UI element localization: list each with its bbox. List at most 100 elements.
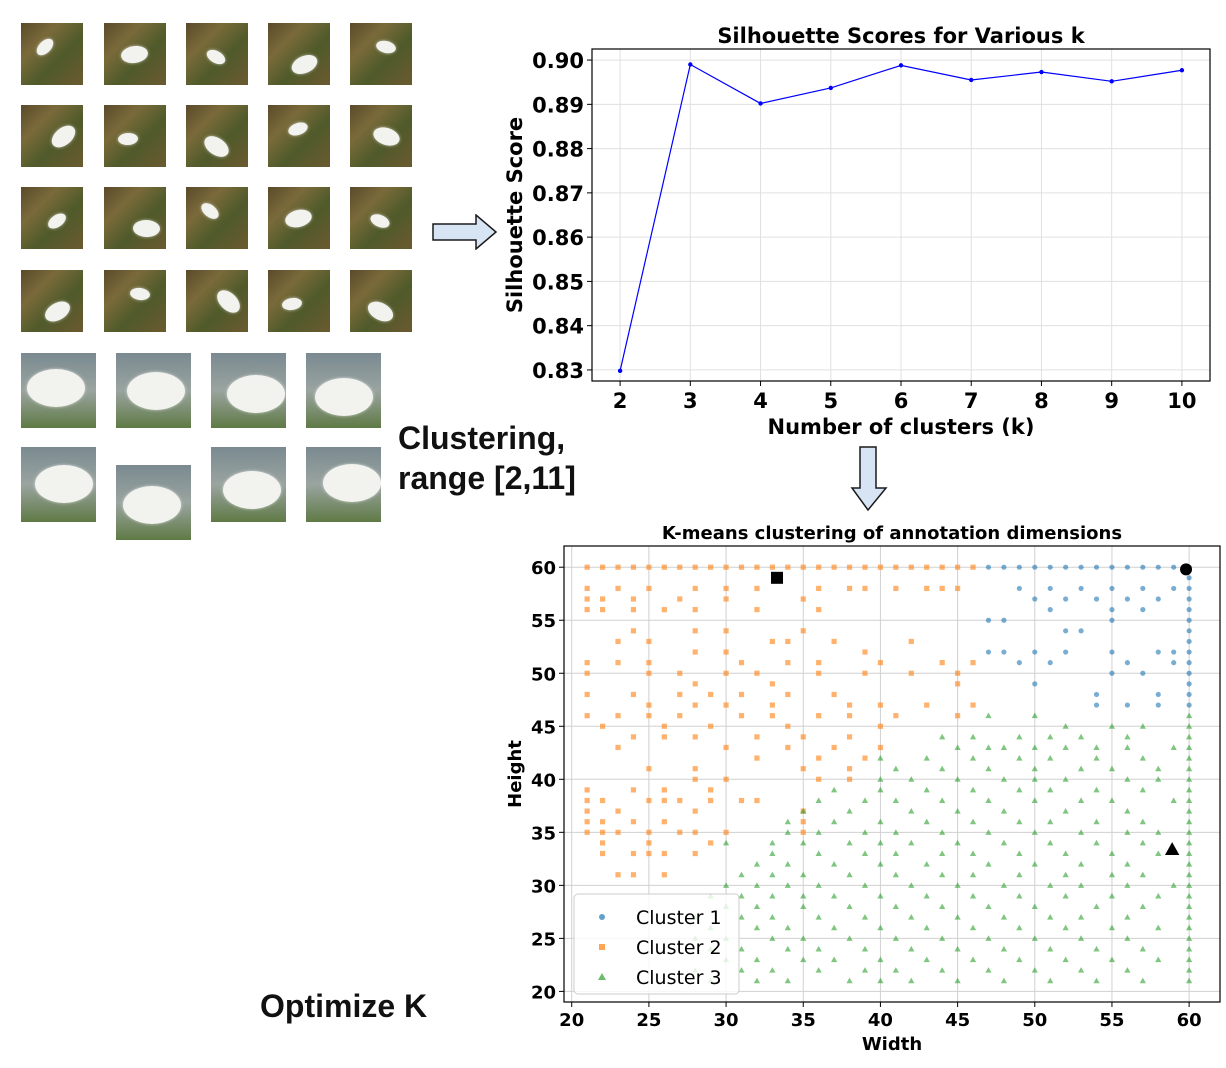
- cluster-1-point: [1109, 585, 1115, 592]
- bird-photo-icon: [21, 447, 96, 522]
- cluster-2-point: [785, 691, 791, 698]
- x-tick-label: 8: [1034, 389, 1049, 413]
- bird-shape-icon: [47, 121, 80, 152]
- cluster-2-point: [769, 638, 775, 645]
- cluster-1-point: [1063, 649, 1069, 655]
- plot-frame: [563, 545, 1221, 1003]
- cluster-3-point: [1047, 882, 1054, 888]
- cluster-2-point: [692, 564, 698, 570]
- cluster-2-point: [800, 819, 806, 825]
- cluster-2-point: [723, 585, 729, 592]
- cluster-3-point: [1047, 945, 1054, 952]
- cluster-3-point: [784, 829, 791, 835]
- cluster-3-point: [861, 882, 869, 888]
- cluster-2-point: [785, 660, 791, 666]
- cluster-3-point: [1139, 818, 1146, 825]
- cluster-3-point: [1186, 914, 1193, 920]
- cluster-3-point: [830, 786, 838, 793]
- cluster-3-point: [1062, 924, 1069, 931]
- cluster-3-point: [1031, 712, 1038, 719]
- cluster-3-point: [753, 903, 761, 910]
- legend-marker: [599, 914, 605, 920]
- cluster-3-point: [1186, 903, 1193, 910]
- cluster-2-point: [692, 829, 698, 835]
- cluster-3-point: [846, 935, 853, 941]
- cluster-2-point: [630, 819, 637, 825]
- bird-shape-icon: [27, 369, 85, 407]
- cluster-3-point: [892, 850, 899, 857]
- cluster-1-point: [1001, 617, 1007, 623]
- cluster-3-point: [1155, 892, 1162, 899]
- x-tick-label: 20: [559, 1010, 584, 1031]
- cluster-3-point: [1186, 765, 1193, 772]
- bird-shape-icon: [41, 297, 74, 326]
- cluster-3-point: [892, 903, 899, 910]
- cluster-2-point: [862, 585, 868, 592]
- cluster-1-point: [1047, 564, 1053, 570]
- cluster-2-point: [754, 755, 760, 761]
- cluster-2-point: [708, 787, 714, 793]
- y-tick-label: 30: [531, 876, 556, 897]
- cluster-3-point: [1186, 712, 1193, 719]
- cluster-2-point: [584, 691, 590, 698]
- cluster-3-point: [969, 956, 977, 963]
- cluster-3-point: [985, 744, 992, 750]
- cluster-3-point: [753, 977, 761, 984]
- cluster-3-point: [1031, 797, 1038, 804]
- cluster-3-point: [908, 945, 915, 952]
- cluster-2-point: [661, 564, 667, 570]
- cluster-1-point: [1140, 607, 1146, 613]
- cluster-3-point: [954, 807, 961, 814]
- cluster-2-point: [831, 564, 837, 570]
- cluster-2-point: [908, 564, 914, 570]
- cluster-2-point: [599, 819, 606, 825]
- cluster-3-point: [1031, 765, 1038, 772]
- cluster-2-point: [661, 607, 667, 613]
- cluster-2-point: [692, 766, 698, 772]
- cluster-3-point: [1108, 956, 1116, 963]
- cluster-2-point: [661, 787, 667, 793]
- cluster-2-point: [738, 713, 745, 719]
- cluster-2-point: [630, 787, 637, 793]
- cluster-3-point: [1077, 797, 1085, 804]
- bird-shape-icon: [123, 486, 181, 524]
- cluster-1-point: [1032, 564, 1038, 570]
- bird-photo-icon: [211, 447, 286, 522]
- cluster-2-point: [816, 713, 822, 719]
- cluster-2-point: [816, 607, 822, 613]
- cluster-3-point: [1124, 744, 1131, 750]
- cluster-3-point: [769, 850, 776, 857]
- cluster-3-point: [1186, 977, 1193, 984]
- bird-crop-icon: [186, 23, 248, 85]
- cluster-2-point: [692, 649, 698, 655]
- cluster-1-point: [1186, 638, 1192, 645]
- x-tick-label: 25: [636, 1010, 661, 1031]
- cluster-2-point: [615, 829, 621, 835]
- cluster-2-point: [615, 638, 621, 645]
- cluster-2-point: [754, 670, 760, 676]
- cluster-1-point: [1140, 670, 1146, 676]
- cluster-3-point: [969, 733, 977, 740]
- cluster-2-point: [692, 585, 698, 592]
- cluster-2-point: [769, 713, 775, 719]
- cluster-2-point: [584, 829, 590, 835]
- cluster-3-point: [1124, 882, 1131, 888]
- cluster-1-point: [1140, 585, 1146, 592]
- cluster-3-point: [1077, 935, 1085, 941]
- x-tick-label: 7: [964, 389, 979, 413]
- cluster-1-point: [1016, 660, 1022, 666]
- bird-crop-icon: [21, 270, 83, 332]
- cluster-3-point: [1186, 829, 1193, 835]
- cluster-2-point: [677, 829, 683, 835]
- cluster-3-point: [1093, 744, 1100, 750]
- cluster-3-point: [877, 786, 884, 793]
- cluster-3-point: [846, 903, 853, 910]
- cluster-2-point: [723, 829, 729, 835]
- cluster-1-point: [1155, 596, 1161, 602]
- cluster-2-point: [970, 660, 976, 666]
- cluster-3-point: [939, 935, 946, 941]
- cluster-3-point: [1062, 850, 1069, 857]
- cluster-3-point: [1186, 967, 1193, 973]
- cluster-2-point: [599, 840, 606, 846]
- cluster-3-point: [1186, 956, 1193, 963]
